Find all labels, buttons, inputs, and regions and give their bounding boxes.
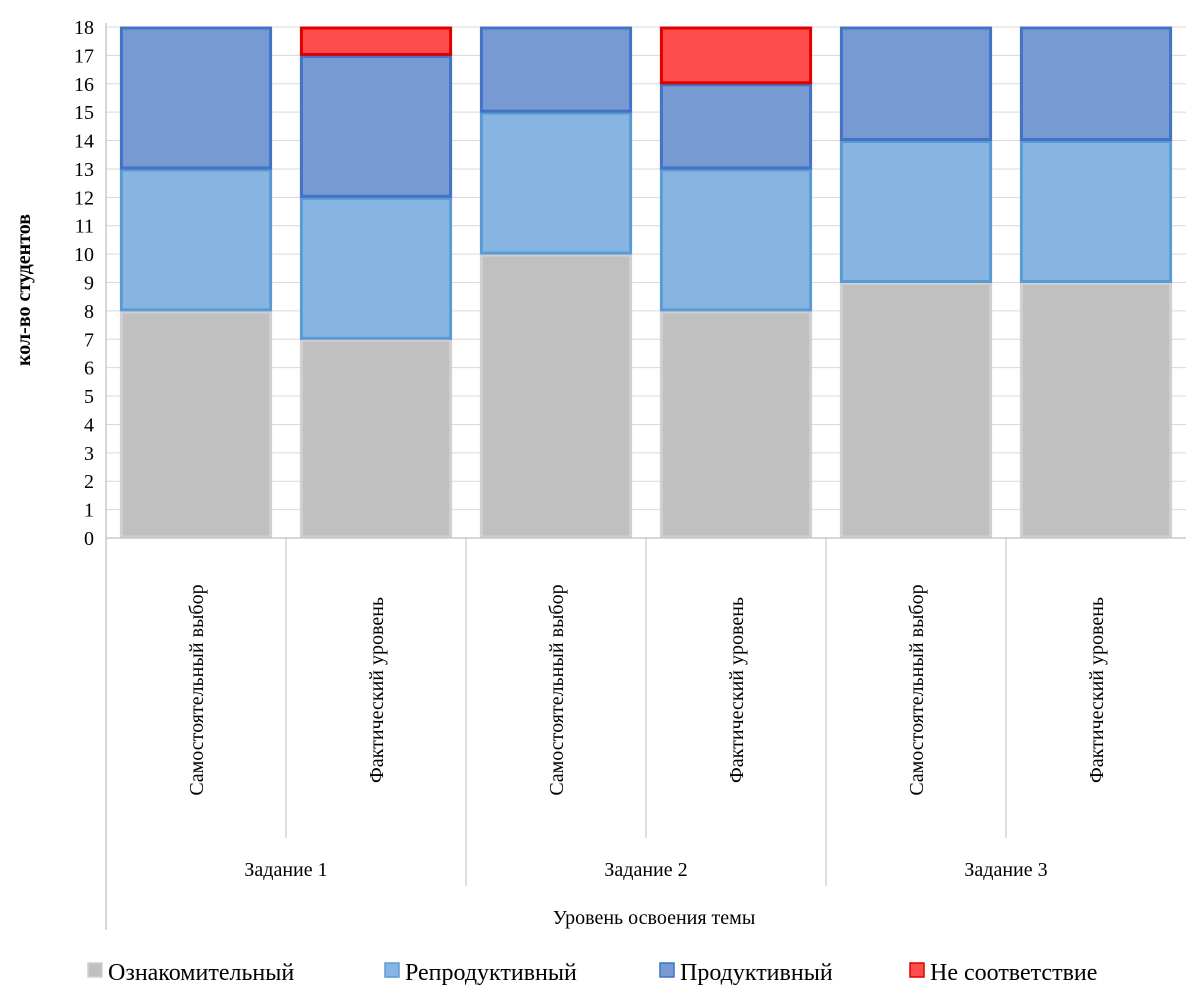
bar-segment-1-cat-6 <box>1019 282 1173 539</box>
group-label: Задание 3 <box>964 859 1047 881</box>
bar-segment-2-cat-6 <box>1019 140 1173 283</box>
y-tick-label: 7 <box>84 329 94 351</box>
bar-segment-3-cat-5 <box>839 26 993 142</box>
bar-segment-3-cat-4 <box>659 83 813 170</box>
y-tick-label: 16 <box>74 74 94 96</box>
bar-segment-3-cat-6 <box>1019 26 1173 142</box>
category-label: Самостоятельный выбор <box>546 584 568 795</box>
legend-swatch <box>659 962 675 978</box>
legend-swatch <box>87 962 103 978</box>
axes: 0123456789101112131415161718Самостоятель… <box>74 17 1186 930</box>
x-axis-title: Уровень освоения темы <box>553 907 756 929</box>
y-tick-label: 13 <box>74 159 94 181</box>
category-label: Самостоятельный выбор <box>186 584 208 795</box>
y-tick-label: 1 <box>84 500 94 522</box>
y-tick-label: 17 <box>74 45 94 67</box>
y-tick-label: 10 <box>74 244 94 266</box>
legend-label: Ознакомительный <box>108 960 294 986</box>
bar-segment-1-cat-2 <box>299 338 453 539</box>
y-tick-label: 2 <box>84 471 94 493</box>
bar-segment-1-cat-1 <box>119 310 273 539</box>
group-label: Задание 1 <box>244 859 327 881</box>
y-tick-label: 9 <box>84 273 94 295</box>
y-tick-label: 8 <box>84 301 94 323</box>
bar-segment-2-cat-5 <box>839 140 993 283</box>
bar-segment-1-cat-5 <box>839 282 993 539</box>
y-tick-label: 4 <box>84 414 94 436</box>
legend-swatch <box>909 962 925 978</box>
bar-segment-4-cat-2 <box>299 26 453 56</box>
bar-segment-3-cat-1 <box>119 26 273 170</box>
bar-segment-2-cat-3 <box>479 111 633 255</box>
legend-swatch <box>384 962 400 978</box>
bar-segment-4-cat-4 <box>659 26 813 85</box>
y-axis-title: кол-во студентов <box>13 214 35 366</box>
legend-label: Продуктивный <box>680 960 833 986</box>
legend-label: Не соответствие <box>930 960 1097 986</box>
y-tick-label: 15 <box>74 102 94 124</box>
y-tick-label: 18 <box>74 17 94 39</box>
y-tick-label: 0 <box>84 528 94 550</box>
group-label: Задание 2 <box>604 859 687 881</box>
bar-segment-2-cat-1 <box>119 168 273 312</box>
category-label: Самостоятельный выбор <box>906 584 928 795</box>
legend-label: Репродуктивный <box>405 960 577 986</box>
bar-segment-2-cat-2 <box>299 196 453 340</box>
gridlines <box>106 26 1186 539</box>
legend: Ознакомительный Репродуктивный Продуктивны… <box>87 960 1097 986</box>
category-label: Фактический уровень <box>366 597 388 783</box>
y-tick-label: 14 <box>74 131 94 153</box>
category-label: Фактический уровень <box>726 597 748 783</box>
bar-segment-1-cat-3 <box>479 253 633 539</box>
y-tick-label: 5 <box>84 386 94 408</box>
bar-segment-3-cat-2 <box>299 54 453 198</box>
y-tick-label: 6 <box>84 358 94 380</box>
y-tick-label: 11 <box>75 216 94 238</box>
bar-segment-2-cat-4 <box>659 168 813 312</box>
category-label: Фактический уровень <box>1086 597 1108 783</box>
bars <box>119 26 1173 539</box>
y-tick-label: 12 <box>74 187 94 209</box>
y-tick-label: 3 <box>84 443 94 465</box>
bar-segment-3-cat-3 <box>479 26 633 113</box>
bar-segment-1-cat-4 <box>659 310 813 539</box>
